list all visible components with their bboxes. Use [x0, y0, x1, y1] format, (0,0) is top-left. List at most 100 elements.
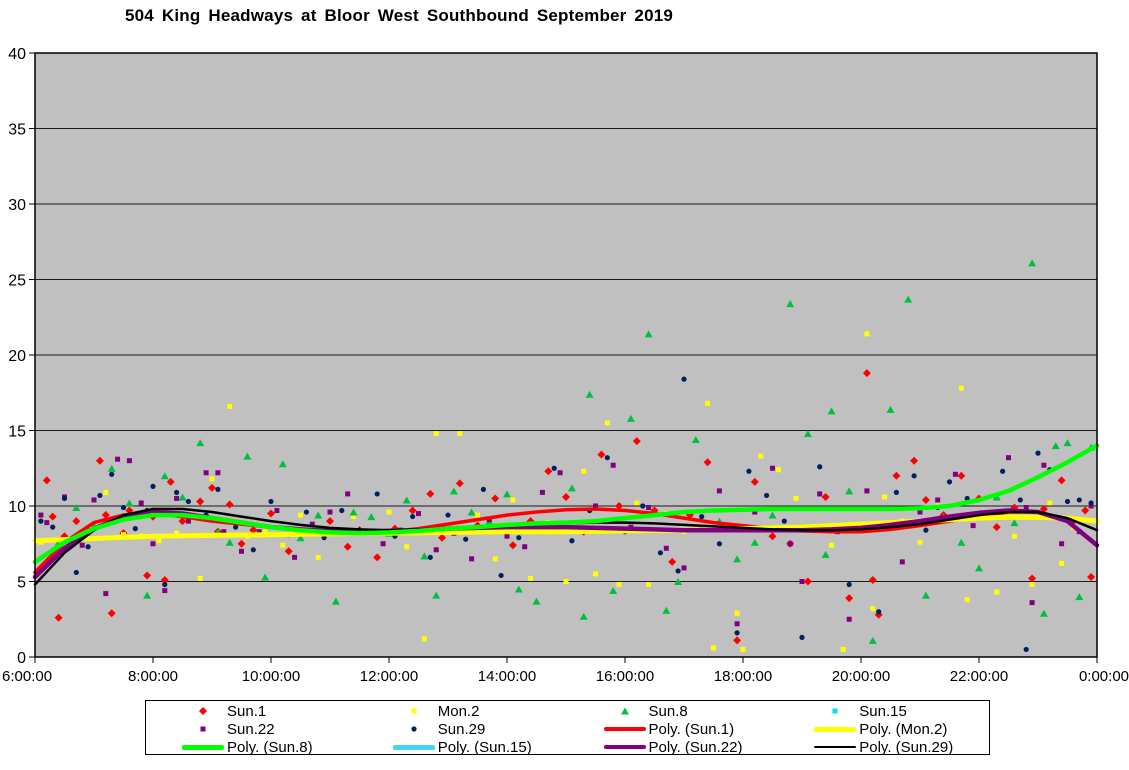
point-Sun.22	[734, 621, 740, 627]
point-Sun.1	[237, 539, 246, 548]
point-Sun.1	[438, 533, 447, 542]
point-Sun.1	[957, 471, 966, 480]
point-Sun.22	[787, 541, 793, 547]
point-Sun.1	[1087, 572, 1096, 581]
point-Sun.8	[107, 464, 116, 472]
legend-entry-poly-sun-1-: Poly. (Sun.1)	[568, 720, 779, 738]
legend-label: Sun.15	[859, 702, 907, 720]
point-Sun.8	[1063, 439, 1072, 447]
point-Mon.2	[1029, 582, 1035, 588]
point-Sun.8	[314, 511, 323, 519]
point-Mon.2	[563, 579, 569, 584]
legend-marker-icon	[604, 704, 646, 718]
trendline-Poly. (Sun.8)	[32, 443, 1100, 565]
point-Sun.22	[899, 559, 905, 565]
point-Sun.1	[597, 450, 606, 459]
point-Sun.29	[1064, 498, 1071, 505]
point-Sun.29	[85, 544, 91, 550]
point-Sun.29	[1076, 497, 1082, 503]
square-marker-icon	[200, 726, 206, 732]
point-Mon.2	[604, 420, 610, 426]
point-Mon.2	[1059, 560, 1065, 566]
point-Sun.8	[514, 585, 523, 593]
point-Sun.1	[668, 557, 677, 566]
point-Sun.8	[503, 490, 511, 498]
point-Sun.1	[821, 492, 830, 501]
x-axis-label: 16:00:00	[596, 668, 654, 685]
point-Sun.29	[185, 498, 191, 505]
point-Mon.2	[829, 542, 834, 548]
point-Sun.1	[992, 523, 1001, 532]
point-Sun.29	[233, 524, 239, 530]
chart-legend: Sun.1 Mon.2 Sun.8 Sun.15 Sun.22 Sun.29 Poly. (…	[145, 700, 990, 756]
point-Sun.22	[681, 565, 687, 571]
point-Sun.1	[196, 497, 205, 506]
point-Sun.29	[893, 489, 900, 496]
point-Mon.2	[457, 431, 463, 437]
point-Sun.29	[61, 495, 68, 502]
point-Sun.22	[817, 491, 823, 497]
point-Sun.29	[162, 581, 168, 588]
point-Sun.1	[921, 495, 930, 504]
point-Sun.1	[768, 532, 777, 541]
point-Sun.1	[845, 594, 854, 603]
point-Sun.22	[138, 500, 144, 506]
point-Sun.29	[640, 503, 646, 509]
point-Mon.2	[262, 529, 268, 535]
point-Sun.1	[225, 500, 234, 509]
point-Mon.2	[882, 494, 888, 500]
point-Sun.29	[551, 465, 557, 471]
point-Mon.2	[156, 538, 162, 544]
point-Sun.29	[923, 527, 929, 533]
point-Sun.22	[864, 488, 870, 494]
point-Sun.29	[150, 483, 156, 489]
point-Sun.8	[921, 591, 930, 599]
point-Sun.22	[1059, 541, 1065, 547]
legend-marker-icon	[182, 722, 224, 736]
legend-entry-poly-sun-29-: Poly. (Sun.29)	[778, 738, 989, 756]
point-Sun.29	[699, 513, 705, 520]
point-Sun.22	[846, 616, 852, 622]
point-Sun.8	[243, 452, 252, 460]
point-Sun.22	[469, 556, 475, 562]
legend-entry-sun-1: Sun.1	[146, 702, 357, 720]
point-Sun.8	[579, 612, 588, 620]
point-Sun.29	[50, 524, 56, 530]
point-Sun.29	[1023, 646, 1029, 653]
point-Sun.29	[817, 464, 823, 470]
point-Sun.1	[491, 494, 500, 503]
point-Sun.22	[1041, 462, 1047, 468]
point-Sun.29	[946, 479, 953, 485]
point-Mon.2	[734, 610, 740, 616]
point-Mon.2	[298, 512, 303, 518]
point-Sun.22	[38, 512, 44, 518]
point-Sun.8	[296, 534, 305, 542]
point-Sun.29	[445, 512, 451, 518]
point-Sun.29	[569, 538, 575, 544]
point-Sun.22	[309, 521, 315, 527]
point-Mon.2	[758, 453, 764, 459]
point-Mon.2	[528, 575, 534, 581]
point-Sun.22	[557, 470, 563, 476]
line-swatch	[182, 744, 224, 750]
point-Mon.2	[351, 514, 357, 520]
x-axis-label: 20:00:00	[832, 668, 890, 685]
point-Sun.1	[208, 483, 216, 492]
plot-border	[34, 52, 1098, 658]
point-Sun.8	[845, 487, 854, 495]
y-axis-label: 35	[8, 122, 26, 139]
point-Sun.1	[508, 541, 517, 550]
point-Sun.22	[162, 588, 168, 594]
x-axis-label: 12:00:00	[360, 668, 418, 685]
x-axis-label: 14:00:00	[478, 668, 536, 685]
point-Sun.1	[862, 369, 871, 378]
point-Sun.22	[256, 529, 262, 535]
chart-title: 504 King Headways at Bloor West Southbou…	[125, 6, 674, 25]
point-Mon.2	[174, 530, 180, 536]
point-Sun.29	[657, 550, 664, 556]
point-Sun.22	[1088, 503, 1094, 509]
point-Mon.2	[280, 542, 286, 548]
point-Sun.1	[48, 512, 57, 521]
point-Sun.22	[185, 518, 191, 524]
point-Sun.22	[1006, 455, 1011, 461]
